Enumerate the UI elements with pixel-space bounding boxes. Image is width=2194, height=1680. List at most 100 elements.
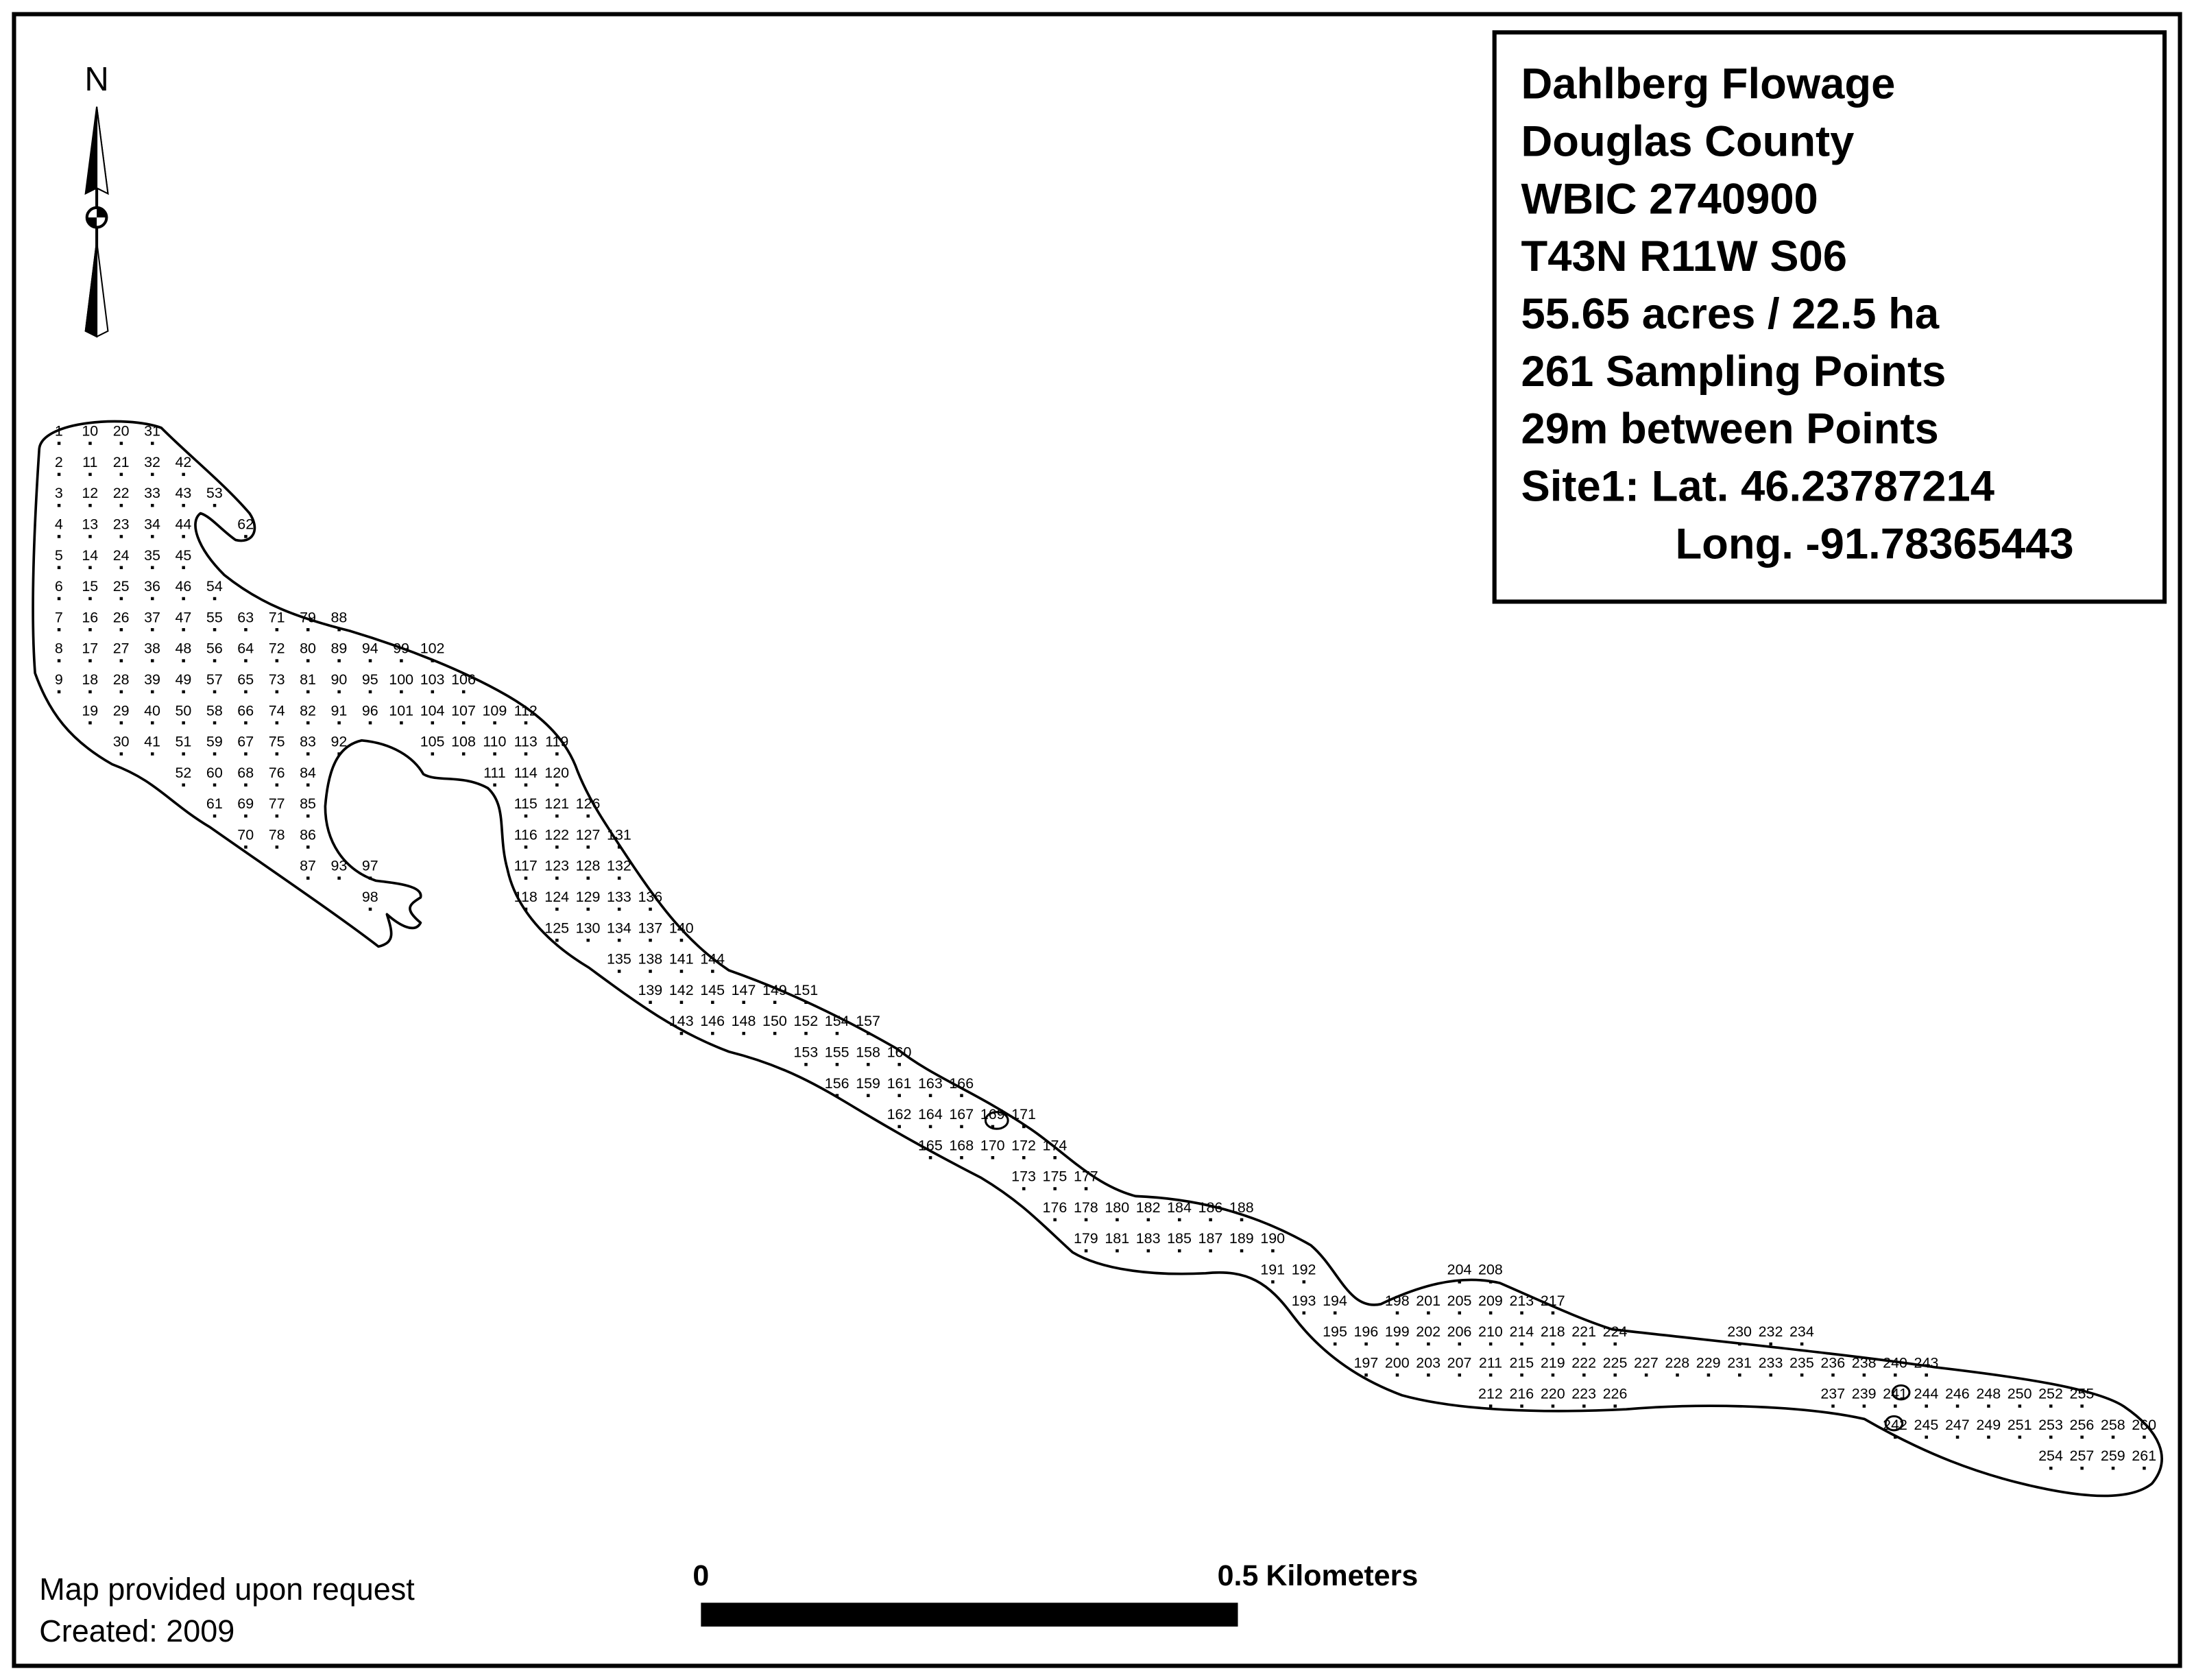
point-label: 45 bbox=[176, 547, 192, 564]
point-marker bbox=[306, 845, 310, 849]
info-line: Site1: Lat. 46.23787214 bbox=[1521, 463, 1995, 511]
point-label: 32 bbox=[144, 454, 160, 470]
point-marker bbox=[151, 535, 154, 538]
point-label: 113 bbox=[514, 734, 538, 750]
point-marker bbox=[213, 721, 217, 725]
point-label: 87 bbox=[300, 858, 316, 874]
point-label: 41 bbox=[144, 734, 160, 750]
point-label: 184 bbox=[1167, 1199, 1192, 1216]
point-marker bbox=[2049, 1466, 2053, 1470]
point-marker bbox=[1458, 1280, 1462, 1284]
point-marker bbox=[431, 752, 435, 756]
point-marker bbox=[1582, 1373, 1586, 1377]
point-marker bbox=[555, 938, 559, 942]
point-label: 56 bbox=[206, 640, 223, 657]
point-marker bbox=[742, 1000, 745, 1005]
point-marker bbox=[2080, 1435, 2084, 1439]
info-line: 261 Sampling Points bbox=[1521, 348, 1946, 396]
point-marker bbox=[804, 1063, 808, 1066]
point-marker bbox=[524, 814, 528, 818]
point-label: 178 bbox=[1074, 1199, 1098, 1216]
point-marker bbox=[1925, 1404, 1928, 1408]
point-marker bbox=[649, 938, 652, 942]
point-marker bbox=[88, 503, 92, 507]
island bbox=[984, 1111, 1009, 1130]
point-marker bbox=[1146, 1218, 1150, 1222]
point-marker bbox=[275, 690, 279, 694]
point-label: 137 bbox=[638, 920, 662, 936]
point-marker bbox=[1738, 1342, 1741, 1346]
point-marker bbox=[586, 845, 590, 849]
point-marker bbox=[1146, 1249, 1150, 1253]
point-label: 153 bbox=[793, 1044, 818, 1060]
point-marker bbox=[1831, 1404, 1835, 1408]
point-marker bbox=[1582, 1404, 1586, 1408]
point-label: 101 bbox=[389, 702, 413, 719]
point-marker bbox=[1022, 1187, 1026, 1190]
point-marker bbox=[1209, 1249, 1212, 1253]
point-label: 135 bbox=[607, 951, 631, 968]
point-marker bbox=[119, 566, 123, 569]
point-label: 43 bbox=[176, 485, 192, 501]
point-marker bbox=[2111, 1435, 2115, 1439]
point-label: 191 bbox=[1260, 1262, 1285, 1278]
scale-unit: Kilometers bbox=[1266, 1559, 1418, 1592]
point-label: 177 bbox=[1074, 1168, 1098, 1185]
point-label: 61 bbox=[206, 795, 223, 812]
point-label: 131 bbox=[607, 826, 631, 843]
point-label: 150 bbox=[762, 1013, 787, 1029]
info-line: Douglas County bbox=[1521, 118, 1855, 166]
point-label: 187 bbox=[1198, 1230, 1223, 1247]
point-marker bbox=[88, 659, 92, 662]
point-marker bbox=[1333, 1311, 1337, 1315]
point-marker bbox=[1551, 1404, 1555, 1408]
point-marker bbox=[897, 1125, 901, 1129]
point-label: 194 bbox=[1323, 1293, 1347, 1309]
point-marker bbox=[1053, 1187, 1057, 1190]
point-label: 20 bbox=[113, 423, 130, 440]
point-label: 64 bbox=[237, 640, 254, 657]
point-marker bbox=[679, 970, 684, 973]
point-label: 141 bbox=[669, 951, 694, 968]
point-label: 67 bbox=[237, 734, 254, 750]
point-marker bbox=[119, 721, 123, 725]
point-label: 204 bbox=[1447, 1262, 1472, 1278]
point-marker bbox=[1427, 1373, 1430, 1377]
point-marker bbox=[1116, 1218, 1119, 1222]
point-label: 105 bbox=[420, 734, 445, 750]
point-label: 164 bbox=[918, 1106, 943, 1123]
info-line: Dahlberg Flowage bbox=[1521, 60, 1896, 108]
point-marker bbox=[835, 1031, 839, 1035]
point-marker bbox=[1551, 1342, 1555, 1346]
point-marker bbox=[1053, 1218, 1057, 1222]
point-label: 223 bbox=[1571, 1386, 1596, 1402]
point-marker bbox=[1427, 1342, 1430, 1346]
point-label: 18 bbox=[82, 671, 98, 688]
point-marker bbox=[182, 566, 185, 569]
point-label: 33 bbox=[144, 485, 160, 501]
point-marker bbox=[649, 1000, 652, 1005]
point-label: 79 bbox=[300, 609, 316, 625]
point-label: 92 bbox=[330, 734, 347, 750]
point-marker bbox=[897, 1063, 901, 1066]
point-marker bbox=[711, 1031, 714, 1035]
point-label: 5 bbox=[55, 547, 63, 564]
point-marker bbox=[151, 721, 154, 725]
point-marker bbox=[2143, 1466, 2146, 1470]
point-label: 247 bbox=[1945, 1417, 1970, 1433]
point-marker bbox=[182, 659, 185, 662]
point-label: 93 bbox=[330, 858, 347, 874]
point-marker bbox=[182, 628, 185, 632]
point-label: 17 bbox=[82, 640, 98, 657]
point-label: 95 bbox=[362, 671, 378, 688]
point-label: 133 bbox=[607, 889, 631, 905]
point-label: 248 bbox=[1976, 1386, 2001, 1402]
point-marker bbox=[1488, 1280, 1493, 1284]
point-marker bbox=[306, 628, 310, 632]
point-marker bbox=[213, 628, 217, 632]
point-label: 80 bbox=[300, 640, 316, 657]
point-label: 186 bbox=[1198, 1199, 1223, 1216]
point-marker bbox=[586, 876, 590, 880]
point-label: 208 bbox=[1478, 1262, 1503, 1278]
point-label: 123 bbox=[544, 858, 569, 874]
